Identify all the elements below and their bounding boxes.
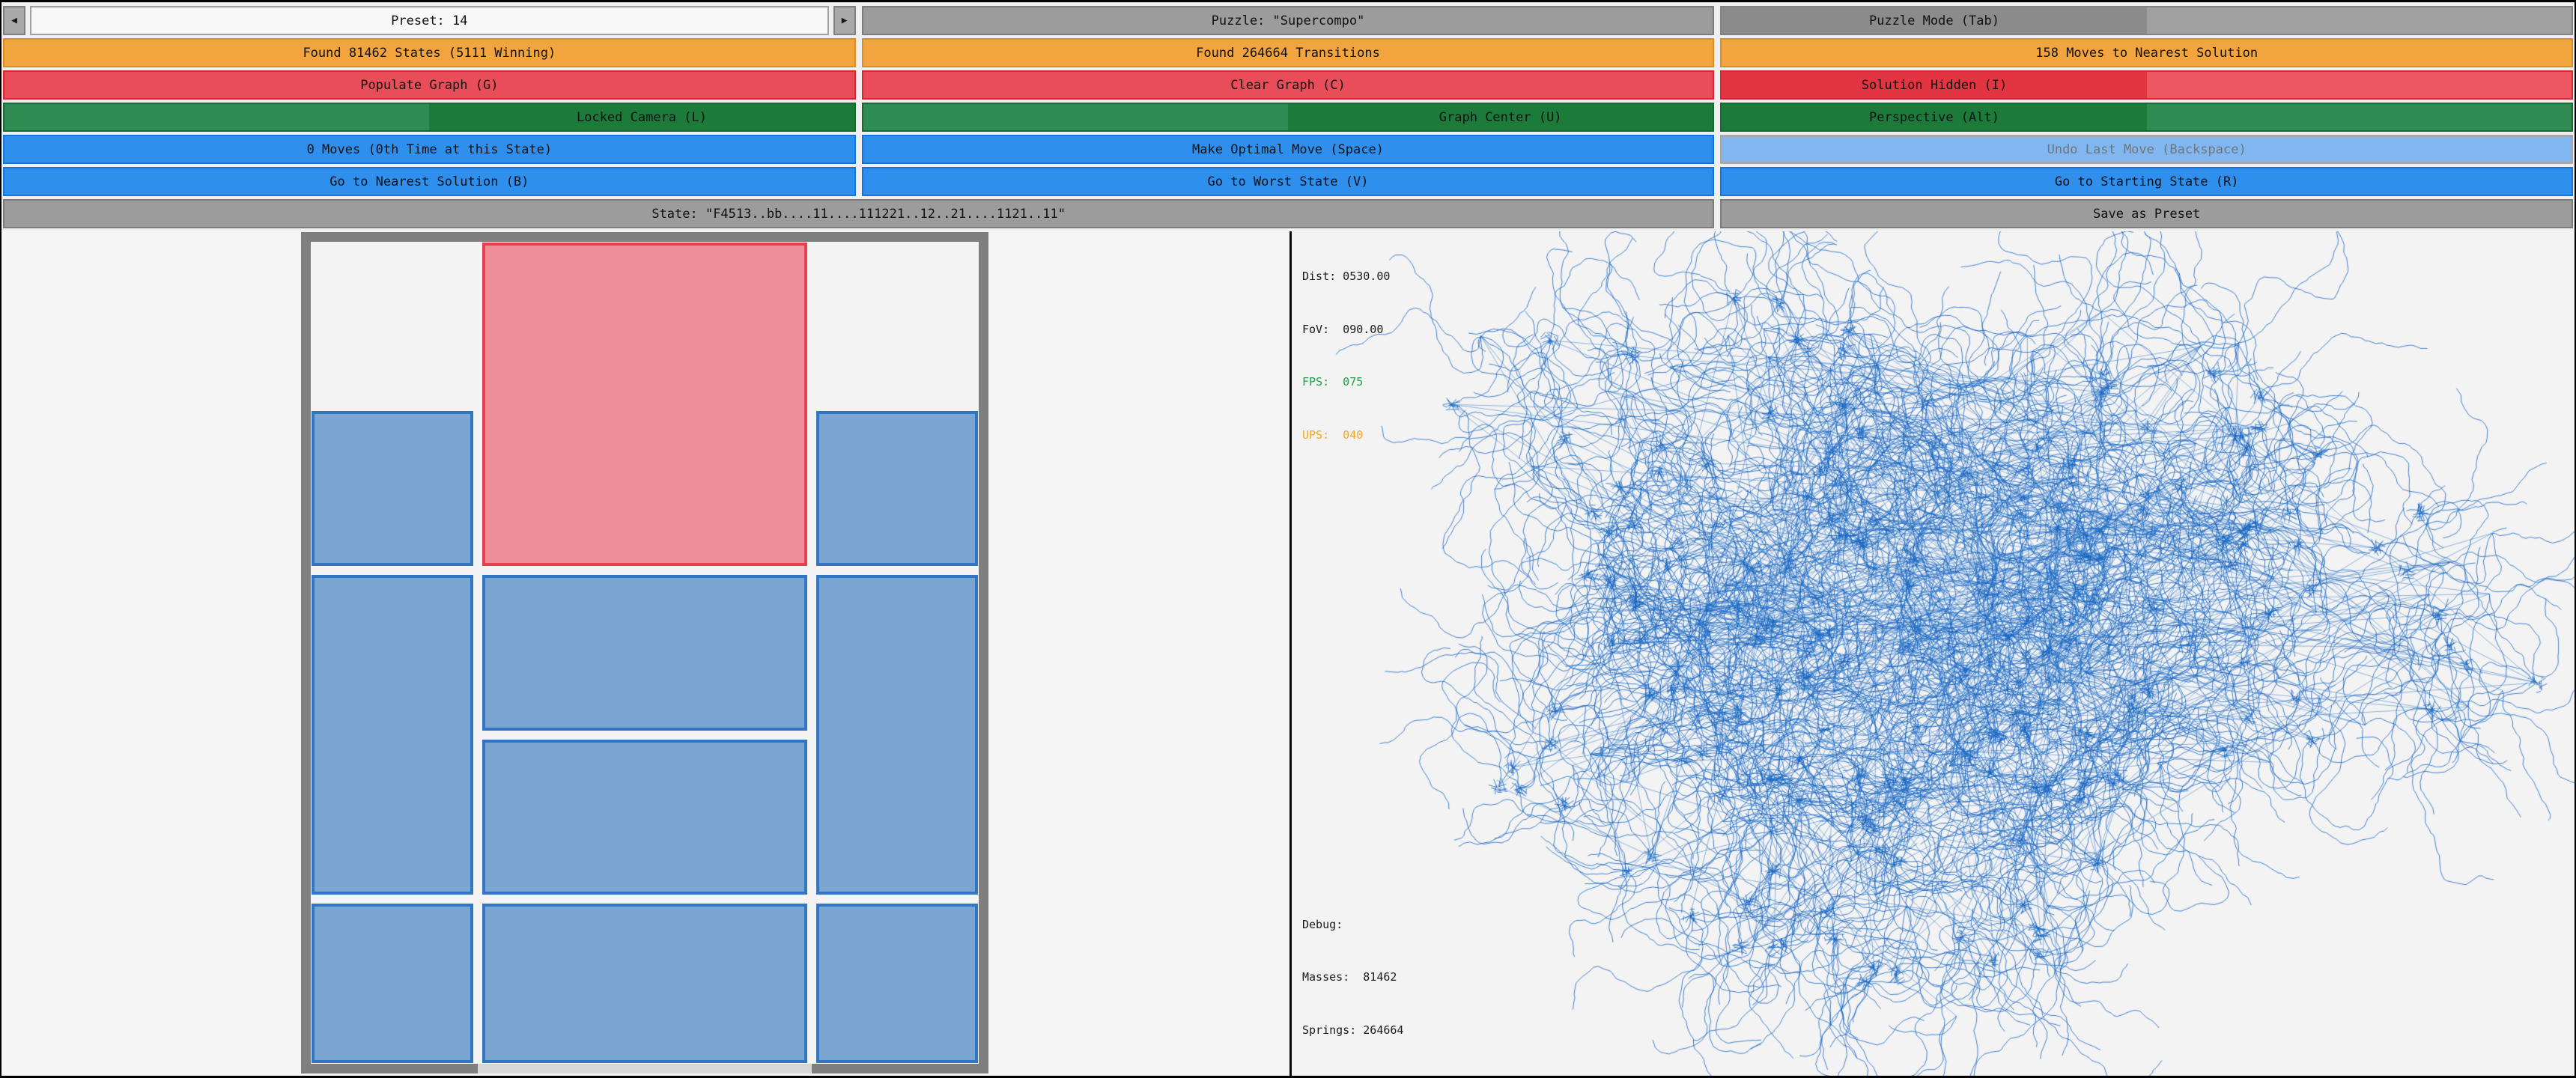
locked-camera-label: Locked Camera (L) [576, 109, 707, 125]
panel-divider [1289, 231, 1292, 1076]
solution-hidden-label: Solution Hidden (I) [1861, 77, 2008, 93]
puzzle-mode-toggle[interactable]: Puzzle Mode (Tab) [1720, 6, 2573, 35]
puzzle-name-button[interactable]: Puzzle: "Supercompo" [861, 6, 1715, 35]
puzzle-piece[interactable] [312, 410, 473, 566]
masses-value: Masses: 81462 [1302, 970, 1397, 984]
go-worst-state-button[interactable]: Go to Worst State (V) [861, 167, 1715, 196]
locked-camera-active-segment [429, 104, 854, 130]
graph-center-label: Graph Center (U) [1439, 109, 1562, 125]
dist-value: Dist: 0530.00 [1302, 270, 1391, 283]
preset-value-field[interactable]: Preset: 14 [30, 6, 829, 35]
clear-graph-button[interactable]: Clear Graph (C) [861, 70, 1715, 100]
solution-hidden-toggle[interactable]: Solution Hidden (I) [1720, 70, 2573, 100]
graph-center-toggle[interactable]: Graph Center (U) [861, 103, 1715, 132]
puzzle-piece[interactable] [312, 904, 473, 1063]
puzzle-mode-label: Puzzle Mode (Tab) [1868, 13, 1999, 28]
save-as-preset-button[interactable]: Save as Preset [1720, 199, 2573, 228]
preset-next-button[interactable]: ▶ [833, 6, 856, 35]
graph-canvas[interactable] [1292, 231, 2575, 1076]
puzzle-mode-active-segment [1722, 7, 2147, 34]
graph-center-active-segment [1288, 104, 1713, 130]
solution-hidden-active-segment [1722, 72, 2147, 98]
puzzle-piece[interactable] [816, 575, 978, 895]
toolbar: ◀ Preset: 14 ▶ Puzzle: "Supercompo" Puzz… [1, 2, 2575, 235]
locked-camera-toggle[interactable]: Locked Camera (L) [3, 103, 856, 132]
puzzle-panel [1, 231, 1289, 1076]
perspective-active-segment [1722, 104, 2147, 130]
perspective-toggle[interactable]: Perspective (Alt) [1720, 103, 2573, 132]
move-counter-status: 0 Moves (0th Time at this State) [3, 135, 856, 164]
camera-stats: Dist: 0530.00 FoV: 090.00 FPS: 075 UPS: … [1302, 233, 1390, 479]
puzzle-piece[interactable] [816, 410, 978, 566]
populate-graph-button[interactable]: Populate Graph (G) [3, 70, 856, 100]
found-transitions-status: Found 264664 Transitions [861, 38, 1715, 67]
fov-value: FoV: 090.00 [1302, 322, 1384, 336]
fps-value: FPS: 075 [1302, 375, 1364, 389]
debug-title: Debug: [1302, 917, 1343, 931]
puzzle-piece[interactable] [312, 575, 473, 895]
go-nearest-solution-button[interactable]: Go to Nearest Solution (B) [3, 167, 856, 196]
board-cells [311, 242, 979, 1064]
found-states-status: Found 81462 States (5111 Winning) [3, 38, 856, 67]
puzzle-piece[interactable] [482, 739, 807, 895]
springs-value: Springs: 264664 [1302, 1023, 1404, 1037]
puzzle-piece[interactable] [482, 904, 807, 1063]
puzzle-piece[interactable] [816, 904, 978, 1063]
perspective-label: Perspective (Alt) [1868, 109, 1999, 125]
graph-panel: Dist: 0530.00 FoV: 090.00 FPS: 075 UPS: … [1292, 231, 2575, 1076]
board-exit-gap [478, 1064, 812, 1074]
make-optimal-move-button[interactable]: Make Optimal Move (Space) [861, 135, 1715, 164]
undo-last-move-button[interactable]: Undo Last Move (Backspace) [1720, 135, 2573, 164]
puzzle-board [301, 232, 988, 1074]
preset-stepper: ◀ Preset: 14 ▶ [3, 6, 856, 35]
preset-prev-button[interactable]: ◀ [3, 6, 25, 35]
puzzle-piece[interactable] [482, 575, 807, 731]
puzzle-piece-target[interactable] [482, 243, 807, 566]
go-starting-state-button[interactable]: Go to Starting State (R) [1720, 167, 2573, 196]
debug-stats: Debug: Masses: 81462 Springs: 264664 [1302, 881, 1403, 1075]
moves-to-solution-status: 158 Moves to Nearest Solution [1720, 38, 2573, 67]
ups-value: UPS: 040 [1302, 427, 1364, 442]
main-panels: Dist: 0530.00 FoV: 090.00 FPS: 075 UPS: … [1, 231, 2575, 1076]
state-display: State: "F4513..bb....11....111221..12..2… [3, 199, 1715, 228]
